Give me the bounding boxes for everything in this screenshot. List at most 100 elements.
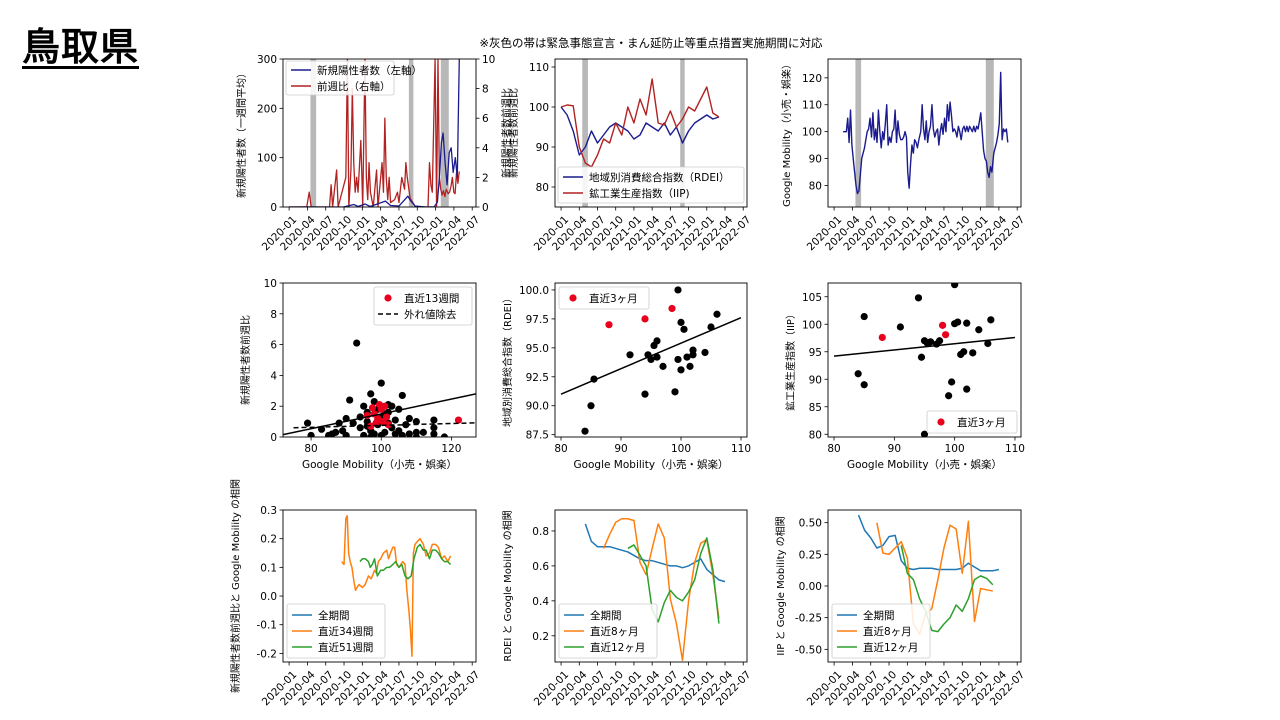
chart-scatter-rdei-point — [701, 348, 709, 357]
chart-corr-rdei-ylabel: RDEI と Google Mobility の相関 — [501, 510, 514, 661]
chart-mobility-ylabel: Google Mobility（小売・娯楽） — [780, 59, 793, 207]
chart-mobility-ytick-label: 100 — [802, 127, 822, 139]
chart-scatter-iip-xtick-label: 100 — [945, 443, 965, 455]
chart-corr-rdei-legend-label: 直近8ヶ月 — [590, 625, 639, 638]
slide-title: 鳥取県 — [22, 25, 140, 69]
chart-scatter-iip-ytick-label: 100 — [802, 319, 822, 331]
chart-scatter-cases-xtick-label: 100 — [371, 443, 391, 455]
chart-cases-frame — [282, 58, 477, 208]
chart-scatter-cases-legend-marker — [384, 294, 392, 302]
chart-scatter-rdei-point — [671, 388, 679, 396]
chart-scatter-cases-point — [405, 414, 413, 423]
chart-corr-cases-legend-label: 直近34週間 — [318, 625, 373, 638]
chart-scatter-cases-point — [398, 391, 406, 400]
chart-scatter-cases-fit-line — [283, 393, 476, 436]
chart-corr-cases-frame — [282, 509, 477, 663]
chart-scatter-iip-point — [969, 349, 977, 357]
chart-mobility-shaded-period — [985, 59, 994, 207]
chart-scatter-iip-point — [860, 381, 868, 389]
chart-scatter-iip-point — [917, 353, 926, 361]
chart-scatter-iip-point — [914, 294, 923, 302]
chart-scatter-rdei-ylabel: 地域別消費総合指数（RDEI） — [501, 293, 514, 427]
chart-cases-ytick-label-right: 4 — [482, 143, 489, 155]
chart-scatter-iip-point — [954, 318, 962, 326]
chart-corr-iip-series-1 — [876, 520, 993, 635]
chart-scatter-rdei-point — [626, 351, 634, 359]
chart-scatter-iip-legend-label: 直近3ヶ月 — [957, 416, 1006, 429]
chart-scatter-iip-point — [948, 378, 956, 386]
chart-cases-shaded-period — [310, 59, 317, 207]
chart-scatter-iip-point — [984, 339, 992, 348]
chart-scatter-iip-xtick-label: 110 — [1005, 443, 1025, 455]
chart-cases-series-cases — [289, 59, 460, 207]
chart-corr-rdei-series-1 — [602, 517, 720, 661]
chart-scatter-cases-xtick-label: 80 — [304, 443, 317, 455]
chart-corr-rdei-legend — [558, 603, 658, 659]
chart-scatter-iip-marks — [854, 283, 995, 437]
chart-corr-cases-legend — [286, 603, 386, 659]
chart-cases-legend-label: 新規陽性者数（左軸） — [317, 64, 422, 77]
chart-cases-ytick-label-right: 0 — [482, 202, 489, 214]
chart-corr-rdei-legend-label: 全期間 — [590, 609, 622, 622]
chart-corr-cases-legend-label: 全期間 — [318, 609, 350, 622]
chart-rdei-iip-series-1 — [560, 78, 720, 168]
chart-corr-cases-ytick-label: -0.2 — [257, 648, 278, 660]
chart-cases-ytick-label: 200 — [257, 103, 277, 115]
chart-scatter-rdei-point — [653, 353, 661, 361]
chart-scatter-cases-point — [377, 379, 385, 387]
chart-scatter-iip-point — [926, 338, 935, 346]
chart-scatter-rdei-recent-point — [641, 315, 649, 323]
chart-corr-cases-ytick-label: 0.0 — [260, 591, 277, 603]
chart-scatter-cases-point — [342, 431, 350, 437]
chart-scatter-cases-xlabel: Google Mobility（小売・娯楽） — [302, 458, 457, 471]
chart-scatter-iip-point — [920, 430, 929, 437]
chart-rdei-iip-ytick-label: 110 — [529, 62, 549, 74]
chart-scatter-iip-ytick-label: 80 — [809, 429, 822, 441]
chart-corr-rdei-series-0 — [584, 523, 726, 583]
chart-scatter-rdei-ytick-label: 90.0 — [526, 401, 549, 413]
chart-scatter-rdei-point — [674, 286, 682, 294]
chart-corr-cases-ytick-label: 0.2 — [260, 534, 277, 546]
chart-corr-cases-series-2 — [359, 543, 452, 580]
chart-cases-ytick-label: 0 — [270, 202, 277, 214]
chart-scatter-rdei-ytick-label: 97.5 — [526, 314, 549, 326]
chart-scatter-cases-recent-point — [381, 402, 389, 410]
chart-cases-ytick-label-right: 8 — [482, 84, 489, 96]
chart-cases-shaded-period — [440, 59, 449, 207]
chart-scatter-rdei-recent-point — [668, 304, 676, 313]
chart-scatter-cases-point — [398, 431, 406, 437]
chart-scatter-cases-point — [388, 402, 396, 410]
chart-scatter-cases-point — [360, 431, 368, 437]
chart-corr-iip-ytick-label: -0.50 — [795, 644, 822, 656]
chart-scatter-iip-point — [860, 312, 868, 321]
chart-scatter-rdei-frame — [554, 282, 748, 438]
chart-corr-iip-series-2 — [900, 545, 994, 633]
chart-scatter-iip-legend — [926, 410, 1018, 434]
chart-scatter-cases-point — [405, 430, 413, 437]
chart-scatter-cases-point — [430, 424, 438, 432]
chart-corr-rdei-series-2 — [627, 537, 720, 624]
chart-scatter-rdei-xtick-label: 100 — [671, 443, 691, 455]
chart-scatter-cases-fit-line-outliers-removed — [293, 422, 476, 429]
chart-scatter-iip-point — [854, 370, 862, 378]
chart-corr-iip-ytick-label: -0.25 — [795, 613, 822, 625]
chart-cases-ytick-label-right: 2 — [482, 172, 489, 184]
chart-cases-ytick-label: 300 — [257, 54, 277, 66]
chart-scatter-cases-ytick-label: 4 — [270, 370, 277, 382]
chart-scatter-iip-ytick-label: 105 — [802, 292, 822, 304]
chart-scatter-iip-fit-line — [833, 336, 1016, 357]
chart-scatter-cases-point — [440, 433, 449, 437]
chart-scatter-cases-point — [303, 419, 312, 427]
chart-scatter-cases-marks — [303, 339, 463, 437]
chart-scatter-iip-xtick-label: 90 — [888, 443, 901, 455]
chart-scatter-cases-recent-point — [374, 414, 382, 423]
chart-scatter-rdei-legend-marker — [569, 294, 577, 302]
chart-cases-ylabel: 新規陽性者数（一週間平均） — [235, 68, 248, 198]
chart-scatter-cases-point — [412, 418, 420, 426]
chart-mobility-ytick-label: 90 — [809, 154, 822, 166]
chart-scatter-rdei-xtick-label: 90 — [614, 443, 627, 455]
chart-rdei-iip-ytick-label: 90 — [536, 142, 549, 154]
chart-scatter-rdei-point — [653, 337, 661, 345]
chart-rdei-iip-legend-label: 地域別消費総合指数（RDEI） — [589, 171, 730, 184]
